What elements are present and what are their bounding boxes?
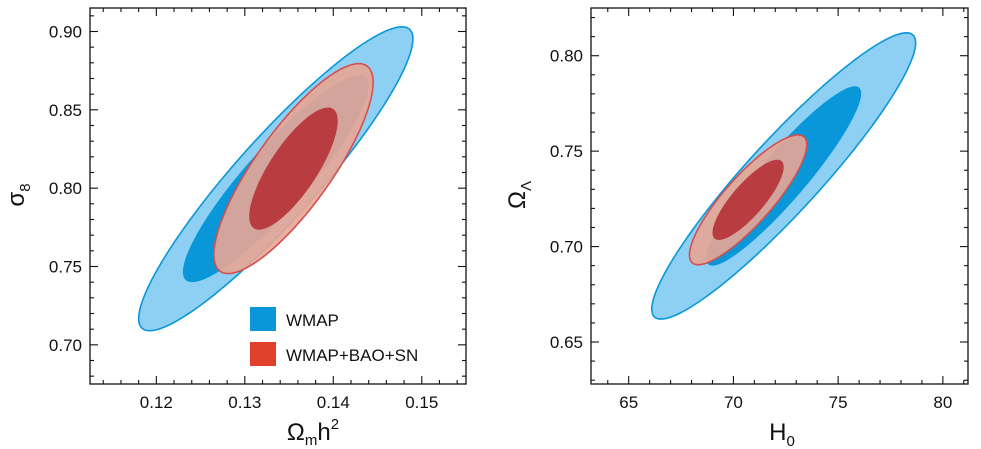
x-tick-label: 0.15	[405, 393, 438, 412]
y-tick-label: 0.90	[49, 23, 82, 42]
contour-wmap-bao-sn-68	[712, 159, 784, 240]
x-tick-label: 0.13	[228, 393, 261, 412]
plot-frame	[590, 7, 969, 385]
x-tick-label: 75	[829, 393, 848, 412]
y-tick-label: 0.80	[550, 47, 583, 66]
x-axis-label: Ωmh2	[287, 416, 339, 449]
y-tick-label: 0.70	[49, 336, 82, 355]
y-axis-label: σ8	[3, 183, 34, 206]
contour-regions	[137, 26, 414, 332]
y-tick-label: 0.80	[49, 179, 82, 198]
x-tick-label: 0.12	[140, 393, 173, 412]
axis-ticks: 0.12 0.13 0.14 0.15 0.70 0.75 0.80 0.85 0.90	[49, 8, 466, 412]
panel-sigma8-vs-omegamh2: 0.12 0.13 0.14 0.15 0.70 0.75 0.80 0.85 0.90 WMA…	[3, 7, 467, 449]
y-axis-label: ΩΛ	[504, 181, 535, 209]
y-tick-label: 0.70	[550, 238, 583, 257]
x-axis-label: H0	[769, 419, 795, 449]
y-tick-label: 0.75	[550, 142, 583, 161]
legend-label-wmap: WMAP	[286, 311, 339, 330]
legend-swatch-wmap-bao-sn	[250, 342, 276, 366]
y-tick-label: 0.65	[550, 333, 583, 352]
x-tick-label: 0.14	[317, 393, 350, 412]
contour-regions	[650, 32, 917, 320]
axis-ticks: 65 70 75 80 0.65 0.70 0.75 0.80	[550, 8, 968, 412]
plot-frame	[89, 7, 467, 385]
legend-label-wmap-bao-sn: WMAP+BAO+SN	[286, 346, 418, 365]
legend-swatch-wmap	[250, 307, 276, 331]
x-tick-label: 70	[724, 393, 743, 412]
contour-wmap-bao-sn-68	[249, 107, 338, 230]
y-tick-label: 0.75	[49, 258, 82, 277]
x-tick-label: 80	[933, 393, 952, 412]
legend: WMAP WMAP+BAO+SN	[250, 307, 418, 366]
y-tick-label: 0.85	[49, 101, 82, 120]
panel-omegalambda-vs-h0: 65 70 75 80 0.65 0.70 0.75 0.80 H0 ΩΛ	[504, 7, 969, 449]
x-tick-label: 65	[619, 393, 638, 412]
